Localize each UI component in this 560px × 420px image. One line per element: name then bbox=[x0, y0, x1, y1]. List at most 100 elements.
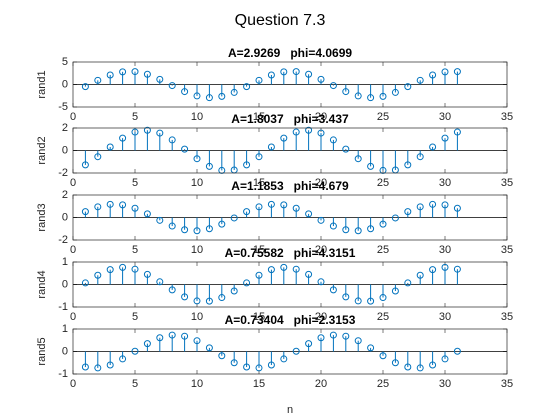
stem-marker bbox=[317, 216, 325, 224]
x-tick-label: 0 bbox=[70, 177, 76, 189]
stem-marker bbox=[416, 271, 424, 279]
stem-marker bbox=[429, 361, 437, 369]
stem-marker bbox=[230, 88, 238, 96]
stem-marker bbox=[193, 155, 201, 163]
stem-marker bbox=[379, 220, 387, 228]
stem-marker bbox=[453, 265, 461, 273]
x-tick-label: 30 bbox=[439, 244, 451, 256]
x-tick-label: 0 bbox=[70, 311, 76, 323]
x-tick-label: 0 bbox=[70, 244, 76, 256]
stem-marker bbox=[280, 355, 288, 363]
stem-marker bbox=[143, 210, 151, 218]
x-tick-label: 5 bbox=[132, 244, 138, 256]
stem-marker bbox=[453, 204, 461, 212]
stem-marker bbox=[292, 347, 300, 355]
x-tick-label: 35 bbox=[501, 311, 513, 323]
stem-marker bbox=[218, 166, 226, 174]
stem-marker bbox=[106, 71, 114, 79]
y-tick-label: -1 bbox=[58, 368, 68, 380]
stem-marker bbox=[119, 263, 127, 271]
stem-marker bbox=[342, 293, 350, 301]
x-tick-label: 10 bbox=[191, 244, 203, 256]
x-axis-label: n bbox=[287, 404, 293, 416]
stem-marker bbox=[205, 297, 213, 305]
stem-marker bbox=[243, 83, 251, 91]
stem-marker bbox=[329, 136, 337, 144]
stem-marker bbox=[367, 225, 375, 233]
x-tick-label: 35 bbox=[501, 177, 513, 189]
stem-marker bbox=[143, 70, 151, 78]
stem-marker bbox=[354, 92, 362, 100]
stem-marker bbox=[94, 76, 102, 84]
stem-marker bbox=[354, 337, 362, 345]
stem-marker bbox=[329, 286, 337, 294]
x-tick-label: 15 bbox=[253, 111, 265, 123]
x-tick-label: 10 bbox=[191, 378, 203, 390]
stem-marker bbox=[305, 210, 313, 218]
stem-marker bbox=[255, 203, 263, 211]
stem-marker bbox=[267, 200, 275, 208]
stem-marker bbox=[156, 278, 164, 286]
stem-marker bbox=[181, 293, 189, 301]
stem-marker bbox=[193, 297, 201, 305]
stem-marker bbox=[94, 153, 102, 161]
stem-marker bbox=[119, 68, 127, 76]
stem-marker bbox=[305, 126, 313, 134]
stem-marker bbox=[342, 332, 350, 340]
stem-marker bbox=[156, 75, 164, 83]
x-tick-label: 15 bbox=[253, 378, 265, 390]
x-tick-label: 15 bbox=[253, 311, 265, 323]
x-tick-label: 35 bbox=[501, 111, 513, 123]
x-tick-label: 35 bbox=[501, 378, 513, 390]
stem-marker bbox=[354, 155, 362, 163]
x-tick-label: 25 bbox=[377, 177, 389, 189]
stem-marker bbox=[205, 162, 213, 170]
x-tick-label: 5 bbox=[132, 111, 138, 123]
subplot-title: A=1.1853 phi=4.679 bbox=[231, 179, 349, 193]
stem-marker bbox=[404, 208, 412, 216]
subplot-title: A=0.73404 phi=2.3153 bbox=[225, 313, 356, 327]
stem-marker bbox=[106, 143, 114, 151]
stem-marker bbox=[218, 92, 226, 100]
y-tick-label: 0 bbox=[62, 211, 68, 223]
stem-marker bbox=[168, 286, 176, 294]
stem-marker bbox=[81, 83, 89, 91]
stem-marker bbox=[168, 82, 176, 90]
stem-marker bbox=[193, 227, 201, 235]
stem-marker bbox=[131, 265, 139, 273]
stem-marker bbox=[391, 359, 399, 367]
stem-marker bbox=[280, 201, 288, 209]
x-tick-label: 20 bbox=[315, 311, 327, 323]
axes-box bbox=[72, 194, 508, 241]
stem-marker bbox=[81, 161, 89, 169]
y-tick-label: 1 bbox=[62, 323, 68, 335]
stem-marker bbox=[267, 361, 275, 369]
stem-marker bbox=[94, 364, 102, 372]
stem-marker bbox=[416, 76, 424, 84]
y-tick-label: 2 bbox=[62, 189, 68, 201]
x-tick-label: 35 bbox=[501, 244, 513, 256]
stem-marker bbox=[416, 153, 424, 161]
y-tick-label: 0 bbox=[62, 144, 68, 156]
stem-marker bbox=[453, 128, 461, 136]
x-tick-label: 30 bbox=[439, 111, 451, 123]
stem-marker bbox=[131, 128, 139, 136]
stem-marker bbox=[168, 331, 176, 339]
stem-marker bbox=[218, 220, 226, 228]
stem-marker bbox=[156, 216, 164, 224]
x-tick-label: 25 bbox=[377, 111, 389, 123]
stem-marker bbox=[367, 297, 375, 305]
stem-marker bbox=[305, 270, 313, 278]
stem-marker bbox=[441, 263, 449, 271]
x-tick-label: 5 bbox=[132, 177, 138, 189]
y-tick-label: 0 bbox=[62, 345, 68, 357]
stem-marker bbox=[243, 208, 251, 216]
stem-marker bbox=[181, 332, 189, 340]
stem-marker bbox=[354, 227, 362, 235]
y-tick-label: -2 bbox=[58, 234, 68, 246]
y-tick-label: -2 bbox=[58, 167, 68, 179]
stem-marker bbox=[106, 266, 114, 274]
stem-marker bbox=[143, 340, 151, 348]
stem-marker bbox=[267, 71, 275, 79]
x-tick-label: 5 bbox=[132, 311, 138, 323]
